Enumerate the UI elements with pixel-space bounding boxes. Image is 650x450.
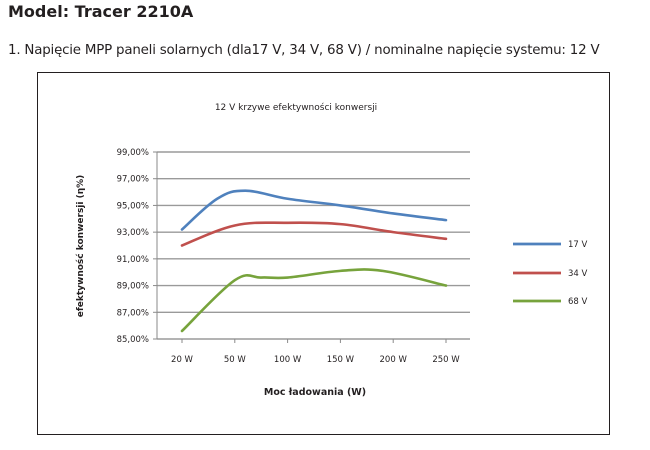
model-title: Model: Tracer 2210A <box>8 2 194 21</box>
legend-label-17v: 17 V <box>568 240 588 250</box>
y-tick-label: 89,00% <box>117 282 149 292</box>
x-tick-labels: 20 W 50 W 100 W 150 W 200 W 250 W <box>171 339 460 365</box>
chart-title: 12 V krzywe efektywności konwersji <box>215 102 377 113</box>
y-tick-label: 87,00% <box>117 308 149 318</box>
y-tick-label: 85,00% <box>117 335 149 345</box>
series-line-17v <box>180 189 448 231</box>
x-tick-label: 20 W <box>171 355 194 365</box>
x-axis-label: Moc ładowania (W) <box>264 387 366 398</box>
grid-lines <box>153 151 470 340</box>
x-tick-label: 100 W <box>274 355 302 365</box>
y-axis-label: efektywność konwersji (η%) <box>75 175 86 318</box>
y-tick-label: 99,00% <box>117 148 149 158</box>
chart-frame <box>37 72 610 435</box>
y-tick-label: 91,00% <box>117 255 149 265</box>
x-tick-label: 150 W <box>327 355 355 365</box>
series-lines <box>180 189 448 333</box>
legend: 17 V 34 V 68 V <box>513 240 588 307</box>
series-line-34v <box>180 221 448 247</box>
y-tick-label: 95,00% <box>117 201 149 211</box>
legend-label-68v: 68 V <box>568 297 588 307</box>
y-tick-labels: 85,00% 87,00% 89,00% 91,00% 93,00% 95,00% 97,0… <box>117 148 149 345</box>
y-tick-label: 93,00% <box>117 228 149 238</box>
x-tick-label: 200 W <box>380 355 408 365</box>
x-tick-label: 50 W <box>224 355 247 365</box>
legend-label-34v: 34 V <box>568 269 588 279</box>
series-line-68v <box>180 268 448 333</box>
subtitle: 1. Napięcie MPP paneli solarnych (dla17 … <box>8 43 600 58</box>
y-tick-label: 97,00% <box>117 175 149 185</box>
x-tick-label: 250 W <box>432 355 460 365</box>
